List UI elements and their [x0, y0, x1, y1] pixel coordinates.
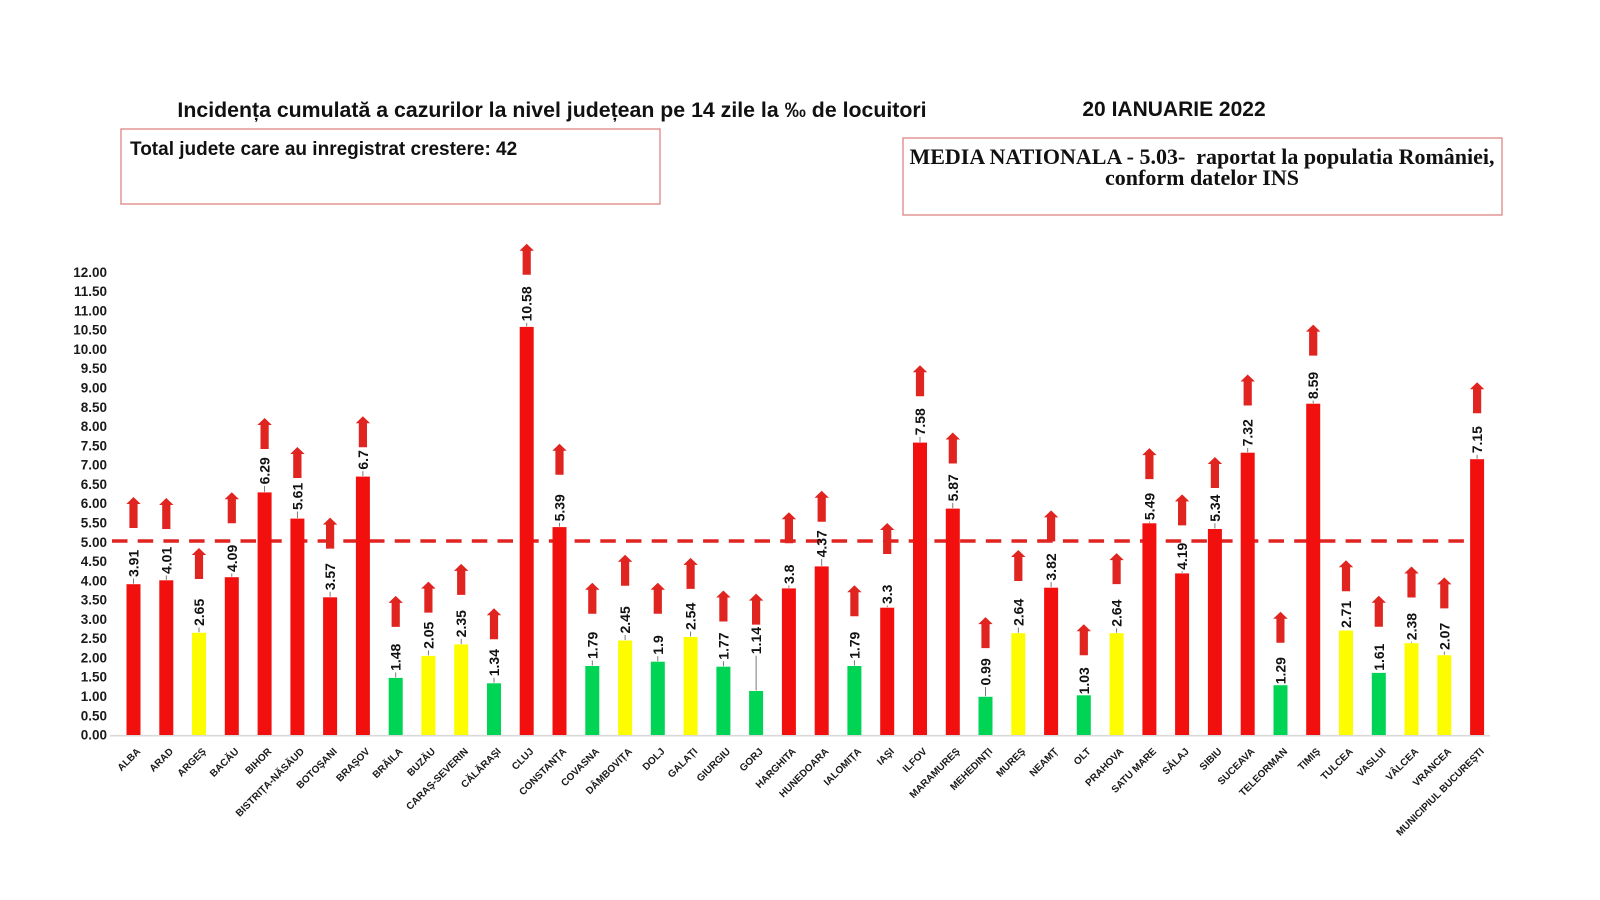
svg-text:Incidența cumulată a cazurilor: Incidența cumulată a cazurilor la nivel …: [177, 98, 926, 122]
svg-text:20 IANUARIE 2022: 20 IANUARIE 2022: [1082, 98, 1265, 121]
svg-text:6.7: 6.7: [355, 450, 371, 470]
svg-text:9.50: 9.50: [81, 361, 107, 376]
svg-text:3.00: 3.00: [81, 612, 107, 627]
svg-text:MEDIA NATIONALA - 5.03- rapor: MEDIA NATIONALA - 5.03- raportat la popu…: [909, 144, 1494, 169]
svg-text:2.38: 2.38: [1404, 613, 1420, 640]
svg-text:0.50: 0.50: [81, 708, 107, 723]
svg-text:1.61: 1.61: [1371, 643, 1387, 670]
svg-text:7.50: 7.50: [81, 438, 107, 453]
svg-text:2.54: 2.54: [683, 603, 699, 630]
svg-text:1.50: 1.50: [81, 670, 107, 685]
svg-text:1.79: 1.79: [846, 631, 862, 658]
svg-text:12.00: 12.00: [73, 265, 107, 280]
svg-text:1.79: 1.79: [584, 632, 600, 659]
svg-text:4.50: 4.50: [81, 554, 107, 569]
svg-text:10.50: 10.50: [73, 323, 107, 338]
svg-text:5.39: 5.39: [552, 494, 568, 521]
svg-text:1.03: 1.03: [1076, 667, 1092, 694]
svg-text:conform datelor INS: conform datelor INS: [1105, 165, 1299, 190]
svg-text:1.9: 1.9: [650, 635, 666, 655]
svg-text:0.00: 0.00: [81, 728, 107, 743]
svg-text:2.50: 2.50: [81, 631, 107, 646]
svg-text:4.01: 4.01: [158, 547, 174, 574]
svg-text:2.65: 2.65: [191, 599, 207, 626]
svg-text:5.34: 5.34: [1207, 494, 1223, 521]
svg-text:9.00: 9.00: [81, 381, 107, 396]
svg-text:7.58: 7.58: [912, 408, 928, 435]
svg-text:6.29: 6.29: [257, 457, 273, 484]
svg-text:1.14: 1.14: [748, 627, 764, 654]
svg-text:1.77: 1.77: [715, 632, 731, 659]
svg-text:2.07: 2.07: [1436, 623, 1452, 650]
svg-text:3.91: 3.91: [126, 550, 142, 577]
svg-text:1.29: 1.29: [1273, 657, 1289, 684]
svg-text:5.50: 5.50: [81, 516, 107, 531]
svg-text:2.64: 2.64: [1109, 599, 1125, 626]
svg-text:3.57: 3.57: [322, 563, 338, 590]
svg-text:3.3: 3.3: [879, 584, 895, 604]
svg-text:4.09: 4.09: [224, 545, 240, 572]
svg-text:11.50: 11.50: [74, 284, 107, 299]
svg-text:5.49: 5.49: [1141, 493, 1157, 520]
svg-text:4.19: 4.19: [1174, 542, 1190, 569]
svg-text:2.71: 2.71: [1338, 601, 1354, 628]
svg-text:4.00: 4.00: [81, 573, 107, 588]
svg-text:3.50: 3.50: [81, 593, 107, 608]
svg-text:1.48: 1.48: [388, 643, 404, 670]
svg-text:3.8: 3.8: [781, 564, 797, 584]
svg-text:10.00: 10.00: [73, 342, 107, 357]
svg-text:2.00: 2.00: [81, 651, 107, 666]
svg-text:8.50: 8.50: [81, 400, 107, 415]
svg-text:2.64: 2.64: [1010, 599, 1026, 626]
svg-text:3.82: 3.82: [1043, 553, 1059, 580]
svg-text:1.00: 1.00: [81, 689, 107, 704]
svg-text:1.34: 1.34: [486, 649, 502, 676]
svg-text:10.58: 10.58: [519, 286, 535, 321]
svg-text:5.61: 5.61: [289, 483, 305, 510]
svg-text:2.35: 2.35: [453, 610, 469, 637]
svg-text:7.15: 7.15: [1469, 426, 1485, 453]
svg-text:7.32: 7.32: [1240, 419, 1256, 446]
svg-text:8.00: 8.00: [81, 419, 107, 434]
svg-text:5.00: 5.00: [81, 535, 107, 550]
svg-text:4.37: 4.37: [814, 530, 830, 557]
svg-text:2.05: 2.05: [420, 621, 436, 648]
svg-text:2.45: 2.45: [617, 606, 633, 633]
svg-text:11.00: 11.00: [74, 303, 107, 318]
svg-text:Total judete care au inregistr: Total judete care au inregistrat crester…: [130, 139, 517, 160]
svg-text:5.87: 5.87: [945, 474, 961, 501]
svg-text:6.50: 6.50: [81, 477, 107, 492]
svg-text:8.59: 8.59: [1305, 372, 1321, 399]
svg-text:7.00: 7.00: [81, 458, 107, 473]
svg-text:0.99: 0.99: [978, 658, 994, 685]
svg-text:6.00: 6.00: [81, 496, 107, 511]
